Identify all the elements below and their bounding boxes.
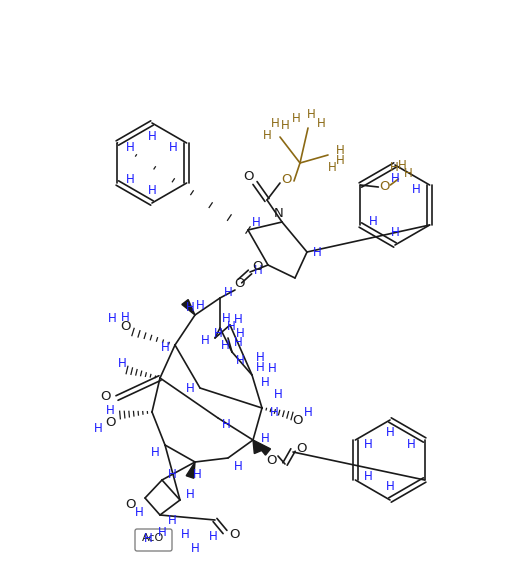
Text: O: O [104,416,115,428]
Text: H: H [316,116,325,130]
Text: H: H [208,529,217,542]
Text: H: H [126,140,134,153]
Text: O: O [243,169,254,182]
Text: H: H [253,264,262,277]
Text: H: H [192,467,201,481]
Polygon shape [182,299,194,315]
Text: O: O [281,173,292,186]
Text: H: H [306,107,315,120]
Text: H: H [169,140,178,153]
Text: H: H [150,446,159,460]
Text: H: H [269,406,278,419]
Text: H: H [407,437,415,450]
Text: H: H [147,183,156,197]
Text: H: H [397,158,406,172]
Text: O: O [100,390,110,403]
Text: H: H [167,515,176,528]
Text: H: H [107,311,116,324]
Text: H: H [185,488,194,502]
Text: H: H [260,432,269,445]
Text: H: H [291,111,300,124]
Text: H: H [185,382,194,395]
Text: H: H [147,130,156,143]
Text: H: H [221,311,230,324]
Text: H: H [255,361,264,374]
Text: H: H [180,528,189,541]
Text: H: H [233,460,242,473]
Text: H: H [267,361,276,374]
Text: H: H [385,427,393,440]
Text: H: H [160,340,169,353]
Text: H: H [327,161,336,173]
Text: O: O [120,320,130,332]
Text: H: H [251,215,260,228]
Text: H: H [195,299,204,311]
Text: H: H [390,172,399,185]
Text: H: H [200,333,209,346]
Text: H: H [167,469,176,482]
Text: H: H [157,525,166,538]
Text: H: H [221,417,230,431]
Text: H: H [94,421,102,435]
Text: H: H [121,311,129,324]
Text: H: H [363,470,372,482]
Text: H: H [235,353,244,366]
Text: H: H [303,406,312,419]
Text: H: H [118,357,126,370]
Text: O: O [234,277,245,290]
Text: O: O [296,441,306,454]
Text: O: O [252,260,263,273]
Text: H: H [223,286,232,299]
Text: H: H [144,532,152,545]
Text: O: O [292,414,303,427]
Polygon shape [186,462,194,478]
Text: H: H [185,300,194,314]
Text: O: O [378,179,389,193]
Text: H: H [335,144,344,157]
Polygon shape [252,440,261,453]
Text: H: H [220,339,229,352]
Text: H: H [270,116,279,130]
Text: H: H [233,336,242,349]
Text: H: H [280,119,289,132]
Text: N: N [274,207,284,219]
Text: H: H [126,173,134,186]
Text: H: H [363,437,372,450]
Text: H: H [403,166,412,179]
Text: O: O [266,453,277,466]
Text: H: H [390,225,399,239]
Text: H: H [134,506,143,519]
Text: H: H [335,153,344,166]
FancyBboxPatch shape [135,529,172,551]
Text: AcO: AcO [142,533,164,543]
Text: H: H [233,312,242,325]
Text: H: H [262,128,271,141]
Text: H: H [389,161,398,173]
Text: H: H [312,245,321,258]
Text: H: H [411,182,420,195]
Text: H: H [385,481,393,494]
Text: H: H [368,215,377,228]
Text: H: H [260,375,269,389]
Text: H: H [273,389,282,402]
Text: O: O [126,498,136,511]
Text: H: H [255,350,264,364]
Text: H: H [213,327,222,340]
Text: H: H [235,327,244,340]
Text: O: O [229,528,240,541]
Polygon shape [252,440,270,455]
Text: H: H [190,541,199,554]
Text: H: H [105,403,114,416]
Text: H: H [226,320,235,332]
